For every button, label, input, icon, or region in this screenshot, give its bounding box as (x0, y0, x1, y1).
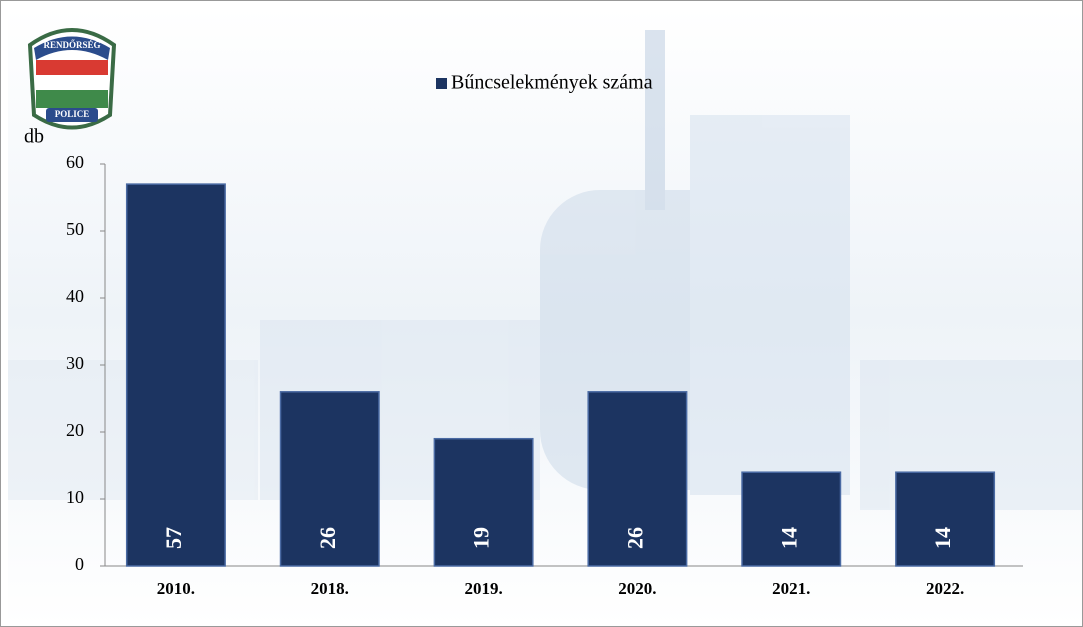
data-label: 14 (930, 527, 955, 549)
bar (741, 471, 842, 567)
bar (433, 437, 534, 567)
x-tick-label: 2019. (464, 579, 502, 598)
data-label: 57 (161, 527, 186, 549)
y-tick-label: 40 (66, 286, 84, 306)
data-label: 19 (469, 527, 494, 549)
y-axis-label: db (24, 126, 44, 148)
x-tick-label: 2018. (311, 579, 349, 598)
y-tick-label: 60 (66, 152, 84, 172)
bar (587, 391, 688, 567)
logo-top-text: RENDŐRSÉG (43, 40, 100, 50)
y-tick-label: 30 (66, 353, 84, 373)
legend-swatch (436, 78, 447, 89)
x-tick-label: 2010. (157, 579, 195, 598)
x-tick-label: 2021. (772, 579, 810, 598)
bar (279, 391, 380, 567)
y-tick-label: 0 (75, 554, 84, 574)
x-tick-label: 2022. (926, 579, 964, 598)
y-tick-label: 50 (66, 219, 84, 239)
y-tick-label: 10 (66, 487, 84, 507)
bar (895, 471, 996, 567)
x-tick-label: 2020. (618, 579, 656, 598)
data-label: 14 (776, 527, 801, 549)
legend-label: Bűncselekmények száma (451, 72, 653, 94)
logo-bottom-text: POLICE (55, 109, 90, 119)
police-logo: RENDŐRSÉG POLICE (27, 28, 117, 130)
data-label: 26 (315, 527, 340, 549)
data-label: 26 (622, 527, 647, 549)
y-tick-label: 20 (66, 420, 84, 440)
bar (125, 183, 226, 567)
